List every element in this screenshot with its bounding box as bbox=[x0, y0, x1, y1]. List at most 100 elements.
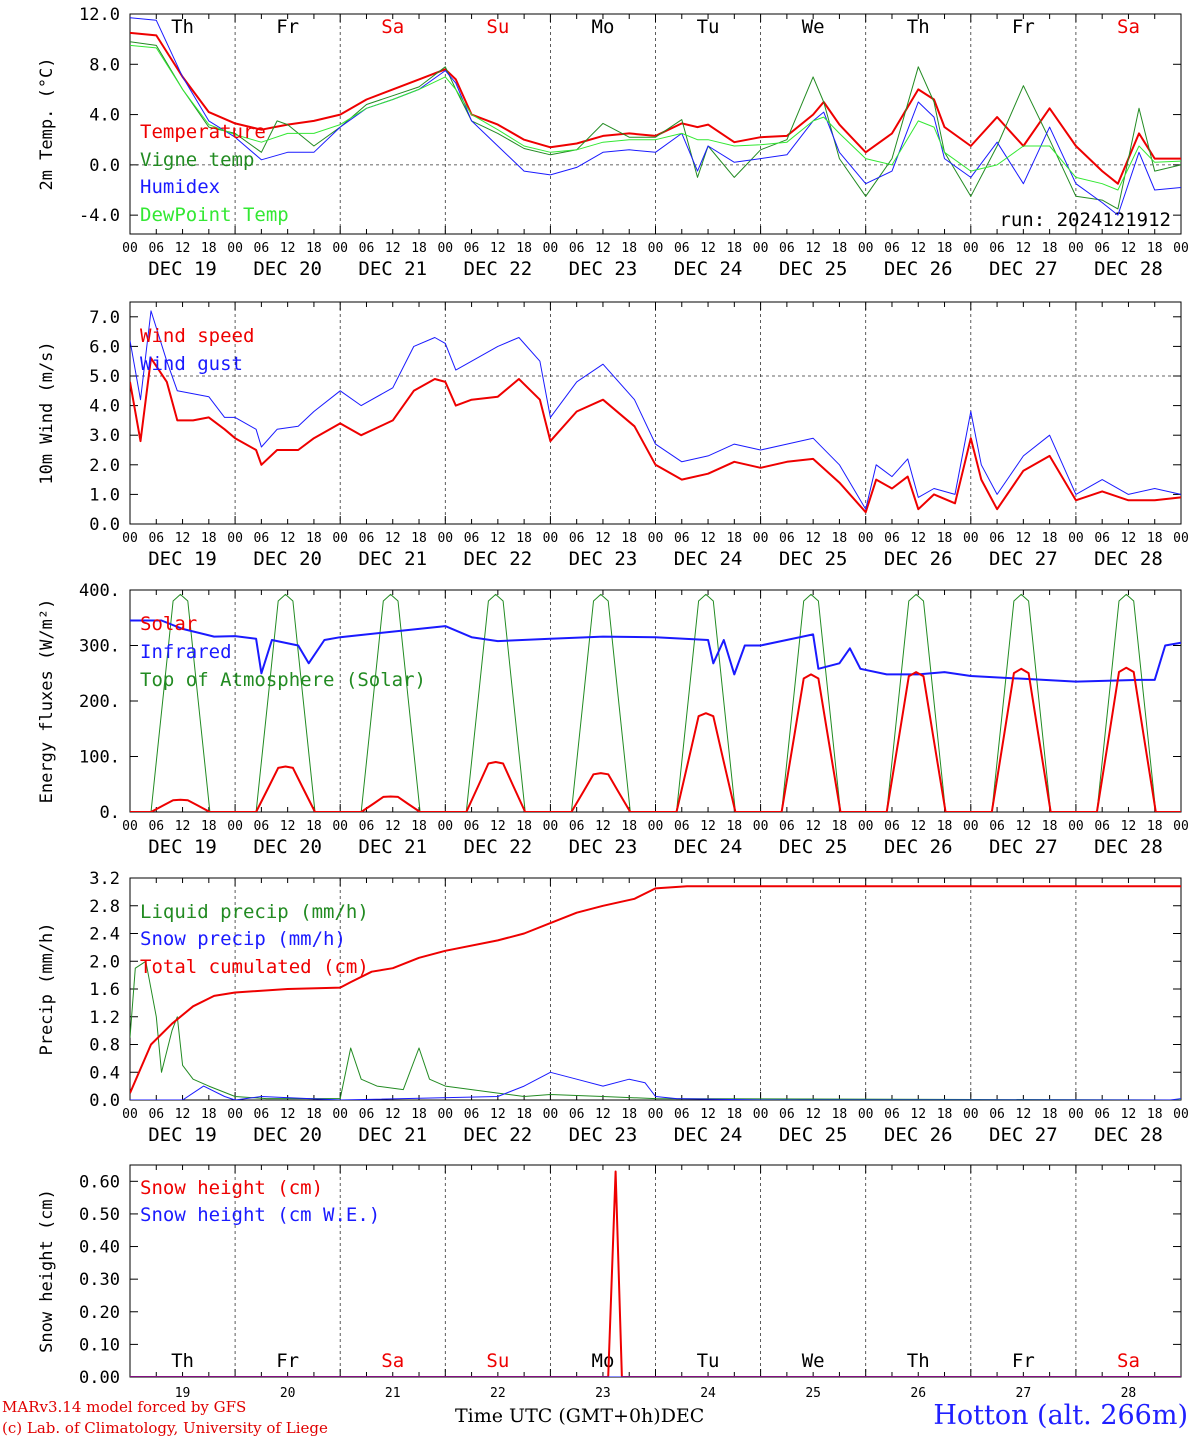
day-label: DEC 25 bbox=[779, 548, 848, 570]
hour-tick-label: 00 bbox=[437, 241, 453, 256]
hour-tick-label: 06 bbox=[359, 531, 375, 546]
day-number-label: 21 bbox=[385, 1386, 401, 1401]
series-line-dewpoint-temp bbox=[130, 44, 1181, 191]
legend-entry: Wind speed bbox=[140, 325, 254, 347]
hour-tick-label: 00 bbox=[437, 1107, 453, 1122]
hour-tick-label: 00 bbox=[648, 531, 664, 546]
hour-tick-label: 06 bbox=[989, 1107, 1005, 1122]
day-label: DEC 22 bbox=[464, 548, 533, 570]
hour-tick-label: 00 bbox=[1173, 241, 1189, 256]
hour-tick-label: 00 bbox=[753, 819, 769, 834]
y-tick-label: 4.0 bbox=[89, 106, 120, 126]
hour-tick-label: 00 bbox=[543, 819, 559, 834]
weekday-label: Th bbox=[171, 16, 194, 38]
hour-tick-label: 00 bbox=[1173, 531, 1189, 546]
day-label: DEC 21 bbox=[358, 548, 427, 570]
series-line-snow-precip-mm-h- bbox=[130, 1071, 1181, 1100]
weekday-label: Mo bbox=[592, 1350, 615, 1372]
hour-tick-label: 00 bbox=[648, 1107, 664, 1122]
hour-tick-label: 06 bbox=[148, 531, 164, 546]
credit-line-2: (c) Lab. of Climatology, University of L… bbox=[2, 1419, 328, 1437]
hour-tick-label: 12 bbox=[490, 241, 506, 256]
y-tick-label: 2.0 bbox=[89, 952, 120, 972]
y-tick-label: 7.0 bbox=[89, 308, 120, 328]
y-axis-label: Precip (mm/h) bbox=[37, 922, 57, 1055]
hour-tick-label: 00 bbox=[963, 241, 979, 256]
hour-tick-label: 00 bbox=[227, 1107, 243, 1122]
y-tick-label: 0.0 bbox=[89, 1091, 120, 1111]
y-tick-label: 1.2 bbox=[89, 1008, 120, 1028]
day-label: DEC 28 bbox=[1094, 258, 1163, 280]
panel-3: 400. 300. 200. 100. 0. Energy fluxes (W/m²) 00… bbox=[37, 581, 1189, 858]
hour-tick-label: 12 bbox=[280, 531, 296, 546]
day-label: DEC 24 bbox=[674, 258, 743, 280]
hour-tick-label: 12 bbox=[490, 531, 506, 546]
weekday-label: Th bbox=[171, 1350, 194, 1372]
hour-tick-label: 18 bbox=[306, 819, 322, 834]
hour-tick-label: 00 bbox=[543, 241, 559, 256]
hour-tick-label: 06 bbox=[464, 819, 480, 834]
day-number-label: 28 bbox=[1121, 1386, 1137, 1401]
hour-tick-label: 18 bbox=[832, 531, 848, 546]
day-label: DEC 19 bbox=[148, 548, 217, 570]
hour-tick-label: 00 bbox=[543, 1107, 559, 1122]
hour-tick-label: 18 bbox=[516, 1107, 532, 1122]
y-tick-label: 0.8 bbox=[89, 1036, 120, 1056]
series-line-total-cumulated-cm- bbox=[130, 885, 1181, 1094]
legend-entry: Liquid precip (mm/h) bbox=[140, 901, 369, 923]
hour-tick-label: 12 bbox=[595, 819, 611, 834]
day-label: DEC 20 bbox=[253, 836, 322, 858]
hour-tick-label: 18 bbox=[832, 241, 848, 256]
y-tick-label: 300. bbox=[79, 637, 120, 657]
hour-tick-label: 18 bbox=[306, 1107, 322, 1122]
series-line-vigne-temp bbox=[130, 41, 1181, 210]
legend-entry: Vigne temp bbox=[140, 149, 254, 171]
hour-tick-label: 06 bbox=[254, 1107, 270, 1122]
hour-tick-label: 06 bbox=[359, 241, 375, 256]
hour-tick-label: 18 bbox=[201, 531, 217, 546]
y-tick-label: 1.6 bbox=[89, 980, 120, 1000]
hour-tick-label: 00 bbox=[858, 241, 874, 256]
series-line-snow-height-cm- bbox=[130, 1170, 1181, 1377]
day-label: DEC 22 bbox=[464, 836, 533, 858]
y-tick-label: 0.4 bbox=[89, 1063, 120, 1083]
weekday-label: Fr bbox=[276, 16, 299, 38]
hour-tick-label: 00 bbox=[227, 819, 243, 834]
legend-entry: Wind gust bbox=[140, 353, 243, 375]
legend-entry: Snow precip (mm/h) bbox=[140, 928, 346, 950]
hour-tick-label: 12 bbox=[1121, 531, 1137, 546]
run-label: run: 2024121912 bbox=[999, 209, 1171, 231]
day-label: DEC 25 bbox=[779, 836, 848, 858]
weekday-label: Su bbox=[486, 1350, 509, 1372]
y-tick-label: 200. bbox=[79, 692, 120, 712]
y-tick-label: 0.0 bbox=[89, 515, 120, 535]
weekday-label: Sa bbox=[1117, 1350, 1140, 1372]
hour-tick-label: 06 bbox=[464, 241, 480, 256]
hour-tick-label: 12 bbox=[805, 241, 821, 256]
hour-tick-label: 06 bbox=[779, 819, 795, 834]
hour-tick-label: 18 bbox=[411, 1107, 427, 1122]
hour-tick-label: 00 bbox=[122, 241, 138, 256]
hour-tick-label: 00 bbox=[1068, 241, 1084, 256]
legend-entry: DewPoint Temp bbox=[140, 204, 289, 226]
hour-tick-label: 12 bbox=[700, 241, 716, 256]
day-label: DEC 26 bbox=[884, 836, 953, 858]
hour-tick-label: 00 bbox=[332, 1107, 348, 1122]
day-label: DEC 22 bbox=[464, 1124, 533, 1146]
legend-entry: Humidex bbox=[140, 176, 220, 198]
hour-tick-label: 00 bbox=[858, 819, 874, 834]
y-tick-label: 3.0 bbox=[89, 426, 120, 446]
hour-tick-label: 12 bbox=[805, 1107, 821, 1122]
hour-tick-label: 18 bbox=[1147, 531, 1163, 546]
hour-tick-label: 18 bbox=[726, 531, 742, 546]
hour-tick-label: 18 bbox=[621, 241, 637, 256]
panel-4: 3.2 2.8 2.4 2.0 1.6 1.2 0.8 0.4 0.0 Precip (mm/h)… bbox=[37, 869, 1189, 1146]
hour-tick-label: 18 bbox=[1042, 1107, 1058, 1122]
hour-tick-label: 12 bbox=[1121, 241, 1137, 256]
hour-tick-label: 18 bbox=[1042, 241, 1058, 256]
hour-tick-label: 06 bbox=[779, 241, 795, 256]
series-line-wind-speed bbox=[130, 357, 1181, 514]
hour-tick-label: 12 bbox=[700, 531, 716, 546]
hour-tick-label: 12 bbox=[490, 1107, 506, 1122]
